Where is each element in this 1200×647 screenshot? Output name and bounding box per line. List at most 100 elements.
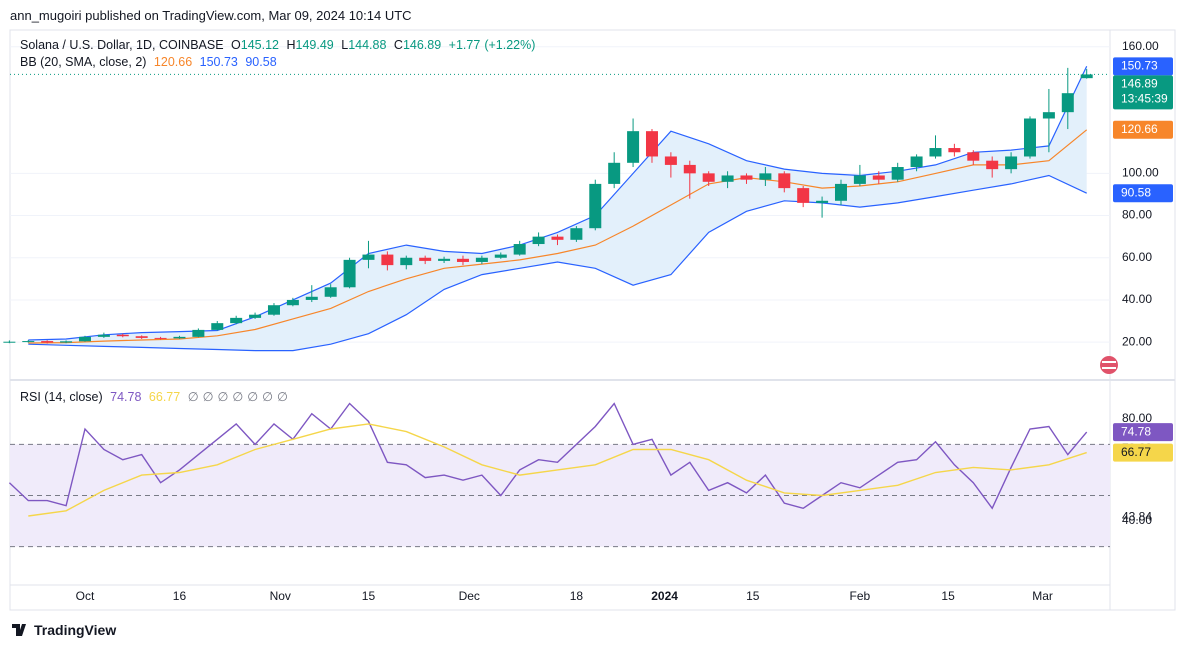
candle-body xyxy=(60,341,73,343)
candle-body xyxy=(1023,118,1036,157)
candle-body xyxy=(362,254,375,260)
y-tick-label: 80.00 xyxy=(1122,411,1152,425)
candle-body xyxy=(211,323,224,330)
na-marker: ∅ xyxy=(247,390,259,404)
bb-name: BB (20, SMA, close, 2) xyxy=(20,55,147,69)
axis-mark-label: 43.84 xyxy=(1122,509,1152,523)
last-price-badge xyxy=(1113,75,1173,110)
rsi-line xyxy=(28,423,1087,517)
bb-lower-line xyxy=(28,174,1087,352)
header: ann_mugoiri published on TradingView.com… xyxy=(10,8,412,23)
bb-legend: BB (20, SMA, close, 2) 120.66 150.73 90.… xyxy=(20,55,281,69)
candle-body xyxy=(702,173,715,182)
ohlc-prefix: C xyxy=(393,38,403,52)
candle-body xyxy=(513,244,526,255)
candle-body xyxy=(872,175,885,180)
legend-title: Solana / U.S. Dollar, 1D, COINBASE xyxy=(20,38,224,52)
candle-body xyxy=(438,258,451,261)
candle-body xyxy=(608,162,621,184)
rsi-badge-label: 74.78 xyxy=(1121,424,1151,438)
candle-body xyxy=(986,160,999,170)
candle-body xyxy=(834,183,847,201)
y-tick-label: 160.00 xyxy=(1122,39,1159,53)
candle-body xyxy=(230,317,243,324)
candle-body xyxy=(910,156,923,168)
y-tick-label: 20.00 xyxy=(1122,334,1152,348)
x-tick-label: Oct xyxy=(76,589,95,603)
rsi-badge xyxy=(1113,423,1173,442)
candle-body xyxy=(475,257,488,262)
y-tick-label: 40.00 xyxy=(1122,292,1152,306)
candle-body xyxy=(97,334,110,337)
bb-lower-badge-label: 90.58 xyxy=(1121,185,1151,199)
candle-body xyxy=(645,131,658,157)
bb-basis-badge xyxy=(1113,120,1173,139)
candle-body xyxy=(343,259,356,288)
bb-basis-value: 120.66 xyxy=(153,55,193,69)
bb-basis-badge-label: 120.66 xyxy=(1121,122,1158,136)
candle-body xyxy=(78,336,91,342)
na-marker: ∅ xyxy=(217,390,229,404)
candle-body xyxy=(456,258,469,262)
ohlc-prefix: L xyxy=(341,38,349,52)
x-tick-label: Nov xyxy=(270,589,291,603)
ohlc-value: 149.49 xyxy=(295,38,334,52)
candle-body xyxy=(400,257,413,266)
currency-icon xyxy=(1100,356,1118,374)
x-tick-label: 15 xyxy=(941,589,955,603)
candle-body xyxy=(740,175,753,180)
change-percent: (+1.22%) xyxy=(484,38,536,52)
bb-lower-badge xyxy=(1113,184,1173,203)
rsi-value: 74.78 xyxy=(110,390,142,404)
ohlc-value: 145.12 xyxy=(240,38,280,52)
last-price-badge-label: 146.89 xyxy=(1121,76,1158,90)
candle-body xyxy=(967,152,980,161)
countdown: 13:45:39 xyxy=(1121,91,1168,105)
candle-body xyxy=(324,287,337,297)
na-markers: ∅ ∅ ∅ ∅ ∅ ∅ ∅ xyxy=(188,390,292,404)
x-tick-label: Feb xyxy=(850,589,871,603)
candle-body xyxy=(664,156,677,165)
candle-body xyxy=(3,341,16,343)
candle-body xyxy=(1080,74,1093,79)
x-tick-label: 15 xyxy=(362,589,376,603)
candle-body xyxy=(1042,112,1055,119)
candle-body xyxy=(570,228,583,240)
candle-body xyxy=(1061,93,1074,113)
bb-basis-line xyxy=(28,129,1088,344)
rsi-legend: RSI (14, close) 74.78 66.77 ∅ ∅ ∅ ∅ ∅ ∅ ∅ xyxy=(20,389,296,404)
candle-body xyxy=(494,254,507,258)
candle-body xyxy=(721,175,734,182)
ohlc-prefix: H xyxy=(286,38,296,52)
candle-body xyxy=(551,236,564,240)
na-marker: ∅ xyxy=(202,390,214,404)
candle-body xyxy=(41,341,54,343)
candle-body xyxy=(797,188,810,203)
candle-body xyxy=(192,329,205,337)
bb-upper-badge xyxy=(1113,57,1173,76)
footer: TradingView xyxy=(34,622,117,638)
x-tick-label: 15 xyxy=(746,589,760,603)
currency-icon-lines xyxy=(1102,361,1116,369)
candle-body xyxy=(305,296,318,300)
y-tick-label: 60.00 xyxy=(1122,250,1152,264)
na-marker: ∅ xyxy=(262,390,274,404)
candle-body xyxy=(589,183,602,229)
ohlc-prefix: O xyxy=(231,38,241,52)
y-tick-label: 100.00 xyxy=(1122,166,1159,180)
candle-body xyxy=(627,131,640,163)
candle-body xyxy=(135,336,148,338)
x-tick-label: 2024 xyxy=(651,589,678,603)
rsi-name: RSI (14, close) xyxy=(20,390,103,404)
price-legend: Solana / U.S. Dollar, 1D, COINBASE O145.… xyxy=(20,38,539,52)
bb-lower-value: 90.58 xyxy=(245,55,277,69)
candle-body xyxy=(286,299,299,306)
ohlc-value: 146.89 xyxy=(402,38,442,52)
candle-body xyxy=(419,257,432,261)
candle-body xyxy=(22,341,35,343)
candle-body xyxy=(1005,156,1018,170)
band-fill xyxy=(28,66,1087,351)
y-tick-label: 40.00 xyxy=(1122,513,1152,527)
bb-upper-badge-label: 150.73 xyxy=(1121,58,1158,72)
